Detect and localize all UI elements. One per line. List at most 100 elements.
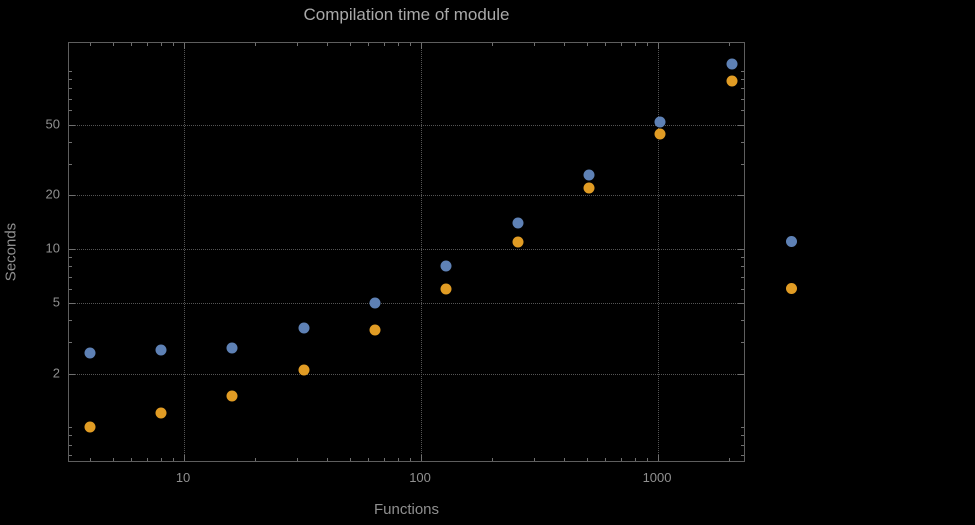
tick-mark bbox=[69, 427, 72, 429]
tick-mark bbox=[647, 43, 649, 46]
tick-mark bbox=[586, 458, 588, 461]
data-point-series-2 bbox=[369, 324, 381, 336]
tick-mark bbox=[69, 79, 72, 81]
y-tick-label: 20 bbox=[45, 186, 60, 202]
tick-mark bbox=[69, 257, 72, 259]
data-point-series-1 bbox=[512, 217, 524, 229]
tick-mark bbox=[741, 79, 744, 81]
y-tick-label: 2 bbox=[52, 365, 60, 381]
legend-marker bbox=[786, 236, 797, 247]
tick-mark bbox=[69, 141, 72, 143]
tick-mark bbox=[384, 458, 386, 461]
tick-mark bbox=[658, 43, 660, 49]
tick-mark bbox=[586, 43, 588, 46]
tick-mark bbox=[635, 43, 637, 46]
tick-mark bbox=[421, 43, 423, 49]
data-point-series-2 bbox=[226, 390, 238, 402]
tick-mark bbox=[741, 164, 744, 166]
tick-mark bbox=[69, 249, 75, 251]
x-axis-label: Functions bbox=[373, 501, 440, 518]
y-tick-label: 10 bbox=[45, 240, 60, 256]
tick-mark bbox=[741, 98, 744, 100]
tick-mark bbox=[738, 373, 744, 375]
data-point-series-1 bbox=[298, 322, 310, 334]
tick-mark bbox=[421, 455, 423, 461]
legend-item bbox=[786, 283, 805, 294]
grid-line-horizontal bbox=[69, 124, 744, 126]
tick-mark bbox=[605, 458, 607, 461]
tick-mark bbox=[184, 43, 186, 49]
tick-mark bbox=[326, 43, 328, 46]
tick-mark bbox=[184, 455, 186, 461]
x-tick-label: 1000 bbox=[642, 470, 672, 485]
tick-mark bbox=[741, 141, 744, 143]
data-point-series-2 bbox=[84, 421, 96, 433]
tick-mark bbox=[729, 458, 731, 461]
tick-mark bbox=[741, 427, 744, 429]
legend bbox=[786, 236, 805, 294]
tick-mark bbox=[741, 319, 744, 321]
x-tick-label: 10 bbox=[175, 470, 191, 485]
tick-mark bbox=[69, 319, 72, 321]
tick-mark bbox=[69, 164, 72, 166]
tick-mark bbox=[410, 458, 412, 461]
tick-mark bbox=[741, 444, 744, 446]
tick-mark bbox=[349, 458, 351, 461]
data-point-series-1 bbox=[583, 169, 595, 181]
data-point-series-2 bbox=[583, 182, 595, 194]
tick-mark bbox=[297, 458, 299, 461]
tick-mark bbox=[738, 124, 744, 126]
tick-mark bbox=[69, 373, 75, 375]
tick-mark bbox=[69, 302, 75, 304]
grid-line-vertical bbox=[421, 43, 423, 461]
tick-mark bbox=[384, 43, 386, 46]
tick-mark bbox=[131, 43, 133, 46]
tick-mark bbox=[255, 43, 257, 46]
tick-mark bbox=[741, 266, 744, 268]
data-point-series-1 bbox=[369, 297, 381, 309]
tick-mark bbox=[741, 454, 744, 456]
tick-mark bbox=[368, 458, 370, 461]
tick-mark bbox=[741, 435, 744, 437]
tick-mark bbox=[69, 342, 72, 344]
data-point-series-1 bbox=[654, 116, 666, 128]
tick-mark bbox=[563, 458, 565, 461]
tick-mark bbox=[112, 43, 114, 46]
tick-mark bbox=[741, 70, 744, 72]
data-point-series-2 bbox=[654, 128, 666, 140]
x-tick-label: 100 bbox=[409, 470, 431, 485]
tick-mark bbox=[398, 458, 400, 461]
tick-mark bbox=[621, 458, 623, 461]
tick-mark bbox=[741, 257, 744, 259]
tick-mark bbox=[647, 458, 649, 461]
tick-mark bbox=[741, 288, 744, 290]
tick-mark bbox=[741, 88, 744, 90]
tick-mark bbox=[605, 43, 607, 46]
tick-mark bbox=[173, 43, 175, 46]
tick-mark bbox=[741, 110, 744, 112]
tick-mark bbox=[69, 266, 72, 268]
tick-mark bbox=[621, 43, 623, 46]
tick-mark bbox=[297, 43, 299, 46]
tick-mark bbox=[492, 458, 494, 461]
tick-mark bbox=[89, 43, 91, 46]
data-point-series-1 bbox=[726, 58, 738, 70]
tick-mark bbox=[69, 435, 72, 437]
tick-mark bbox=[410, 43, 412, 46]
data-point-series-1 bbox=[226, 342, 238, 354]
tick-mark bbox=[69, 276, 72, 278]
tick-mark bbox=[161, 458, 163, 461]
y-axis-label: Seconds bbox=[2, 222, 20, 282]
tick-mark bbox=[69, 110, 72, 112]
data-point-series-1 bbox=[84, 347, 96, 359]
tick-mark bbox=[173, 458, 175, 461]
tick-mark bbox=[741, 342, 744, 344]
tick-mark bbox=[326, 458, 328, 461]
tick-mark bbox=[69, 195, 75, 197]
grid-line-horizontal bbox=[69, 373, 744, 375]
tick-mark bbox=[738, 249, 744, 251]
legend-marker bbox=[786, 283, 797, 294]
tick-mark bbox=[658, 455, 660, 461]
tick-mark bbox=[69, 98, 72, 100]
tick-mark bbox=[255, 458, 257, 461]
